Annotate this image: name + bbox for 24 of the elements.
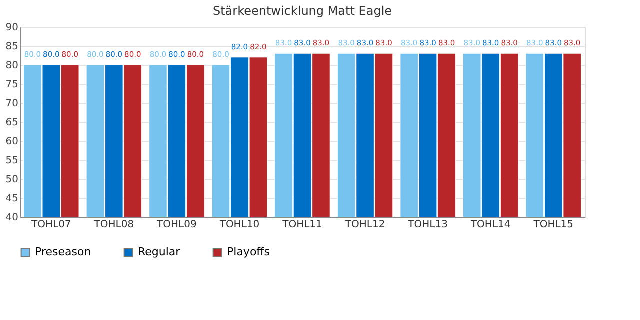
x-tick-label: TOHL12 bbox=[344, 220, 386, 230]
legend-label: Preseason bbox=[35, 246, 92, 259]
x-tick-label: TOHL07 bbox=[30, 220, 72, 230]
y-tick-label: 85 bbox=[6, 42, 18, 52]
x-tick-label: TOHL13 bbox=[407, 220, 448, 230]
y-tick-label: 55 bbox=[6, 156, 18, 166]
y-tick-label: 50 bbox=[6, 174, 18, 186]
y-tick-label: 60 bbox=[6, 136, 18, 148]
y-tick-label: 40 bbox=[6, 212, 18, 224]
y-tick-label: 70 bbox=[6, 98, 18, 110]
chart-title: Stärkeentwicklung Matt Eagle bbox=[212, 4, 392, 18]
x-tick-label: TOHL08 bbox=[93, 220, 134, 230]
x-tick-label: TOHL11 bbox=[282, 220, 322, 230]
y-tick-label: 75 bbox=[6, 80, 18, 90]
y-tick-label: 80 bbox=[6, 60, 18, 72]
y-tick-label: 90 bbox=[6, 22, 18, 34]
x-tick-label: TOHL09 bbox=[156, 220, 197, 230]
y-tick-label: 45 bbox=[6, 194, 18, 204]
x-tick-label: TOHL14 bbox=[470, 220, 511, 230]
legend-label: Playoffs bbox=[227, 246, 270, 259]
legend-label: Regular bbox=[138, 246, 181, 259]
y-tick-label: 65 bbox=[6, 118, 18, 128]
x-tick-label: TOHL15 bbox=[532, 220, 574, 230]
x-tick-label: TOHL10 bbox=[218, 220, 260, 230]
